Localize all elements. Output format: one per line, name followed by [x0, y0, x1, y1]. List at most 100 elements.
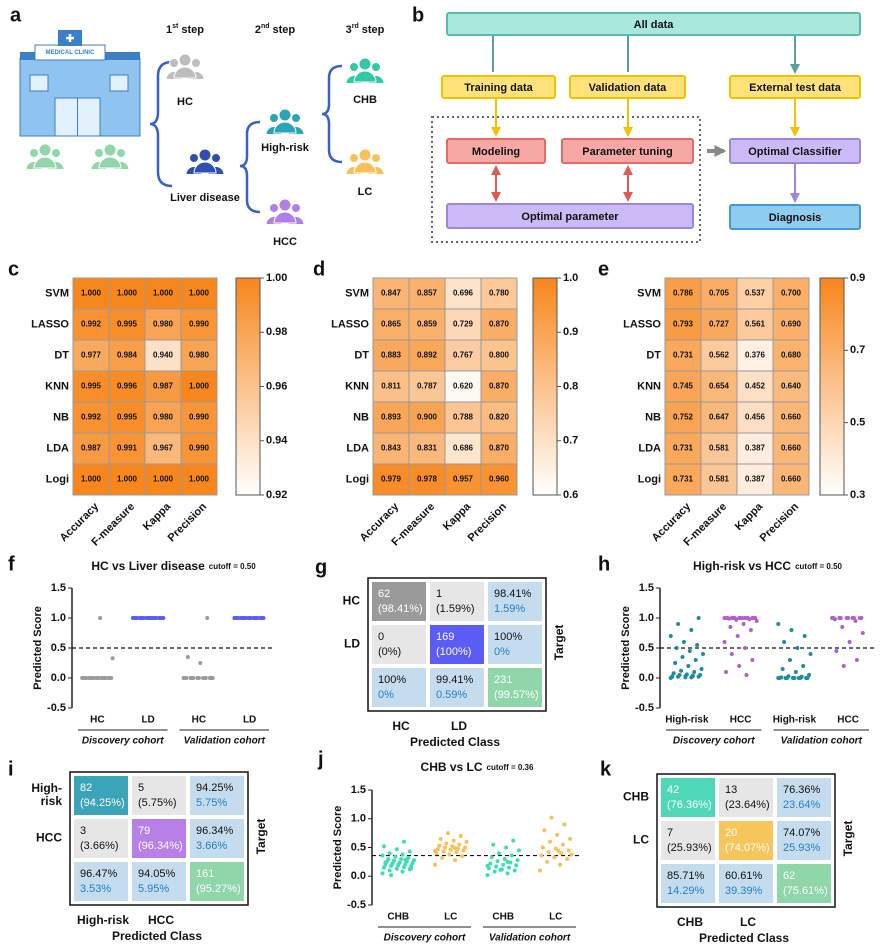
heat-cell	[144, 432, 182, 465]
point	[437, 843, 442, 848]
step-header: 1st step	[166, 23, 204, 36]
cell-count: 94.05%	[138, 868, 176, 880]
heat-cell	[480, 401, 518, 434]
point	[854, 658, 859, 662]
cell-label: 0.892	[417, 351, 438, 360]
cell-percent: (95.27%)	[196, 883, 241, 895]
heat-cell	[480, 463, 518, 496]
cell-label: 0.745	[673, 382, 694, 391]
y-tick-label: 1.0	[351, 813, 366, 825]
panel-letter: h	[598, 553, 610, 575]
matrix-cell	[777, 778, 831, 817]
matrix-cell	[719, 864, 773, 903]
x-tick-label: CHB	[492, 912, 514, 923]
point	[103, 676, 108, 680]
cell-count: 20	[725, 827, 737, 839]
matrix-cell	[488, 668, 542, 707]
point	[840, 625, 845, 629]
matrix-cell	[430, 625, 484, 664]
cell-percent: 1.59%	[494, 603, 525, 615]
head	[103, 143, 117, 157]
point	[684, 672, 689, 677]
flow-node	[569, 75, 686, 99]
head	[371, 153, 381, 163]
cell-label: 0.767	[453, 351, 474, 360]
heat-cell	[444, 277, 482, 310]
panel-letter: d	[313, 258, 325, 280]
matrix-cell	[777, 821, 831, 860]
point	[679, 668, 684, 673]
row-label: SVM	[345, 287, 369, 299]
cell-count: 60.61%	[725, 870, 763, 882]
x-tick-label: LC	[444, 912, 457, 923]
cell-label: 0.980	[153, 320, 174, 329]
cell-count: 100%	[494, 631, 522, 643]
step-sup: st	[172, 23, 179, 30]
cell-label: 0.893	[381, 413, 402, 422]
y-tick-label: 1.5	[351, 784, 366, 796]
flow-node	[446, 203, 694, 229]
heat-cell	[108, 370, 146, 403]
point	[185, 655, 190, 659]
point	[549, 815, 554, 820]
point	[407, 849, 412, 854]
point	[695, 643, 700, 647]
point	[393, 854, 398, 859]
heat-cell	[480, 432, 518, 465]
head	[189, 153, 199, 163]
people-icon	[345, 57, 385, 84]
matrix-cell	[661, 778, 715, 817]
point	[542, 828, 547, 833]
colorbar-tick-label: 0.92	[266, 489, 287, 501]
point	[447, 852, 452, 857]
body	[273, 211, 297, 224]
title-main: CHB vs LC	[421, 760, 483, 774]
cell-label: 0.654	[709, 382, 730, 391]
head	[198, 148, 212, 162]
bracket	[321, 64, 343, 164]
cell-label: 0.705	[709, 289, 730, 298]
matrix-border	[367, 577, 547, 712]
flow-node	[561, 138, 694, 164]
head	[29, 148, 39, 158]
point	[740, 616, 745, 620]
cell-label: 0.870	[489, 444, 510, 453]
node-label: HCC	[273, 236, 297, 248]
heat-cell	[736, 401, 774, 434]
heat-cell	[72, 308, 110, 341]
flow-node-label: Training data	[464, 82, 533, 94]
body	[273, 121, 297, 134]
cell-label: 1.000	[117, 475, 138, 484]
head	[38, 143, 52, 157]
heat-cell	[772, 339, 810, 372]
cell-percent: (76.36%)	[667, 799, 712, 811]
point	[381, 844, 386, 849]
point	[795, 646, 800, 650]
people-icon	[25, 143, 65, 170]
matrix-cell	[372, 625, 426, 664]
head	[371, 62, 381, 72]
head	[211, 153, 221, 163]
row-label: DT	[54, 349, 69, 361]
title-main: High-risk vs HCC	[693, 559, 791, 573]
point	[389, 873, 394, 878]
head	[278, 108, 292, 122]
heat-cell	[480, 308, 518, 341]
cell-label: 0.991	[117, 444, 138, 453]
cell-label: 1.000	[117, 289, 138, 298]
cell-label: 1.000	[189, 475, 210, 484]
col-label: HCC	[148, 913, 174, 927]
point	[562, 822, 567, 827]
point	[509, 853, 514, 858]
matrix-cell	[190, 862, 244, 901]
point	[846, 616, 851, 620]
point	[741, 622, 746, 626]
heat-cell	[772, 370, 810, 403]
point	[451, 838, 456, 843]
matrix-cell	[488, 582, 542, 621]
head	[51, 148, 61, 158]
point	[689, 628, 694, 632]
step-num: 1	[166, 24, 172, 36]
head	[358, 148, 372, 162]
point	[400, 852, 405, 857]
